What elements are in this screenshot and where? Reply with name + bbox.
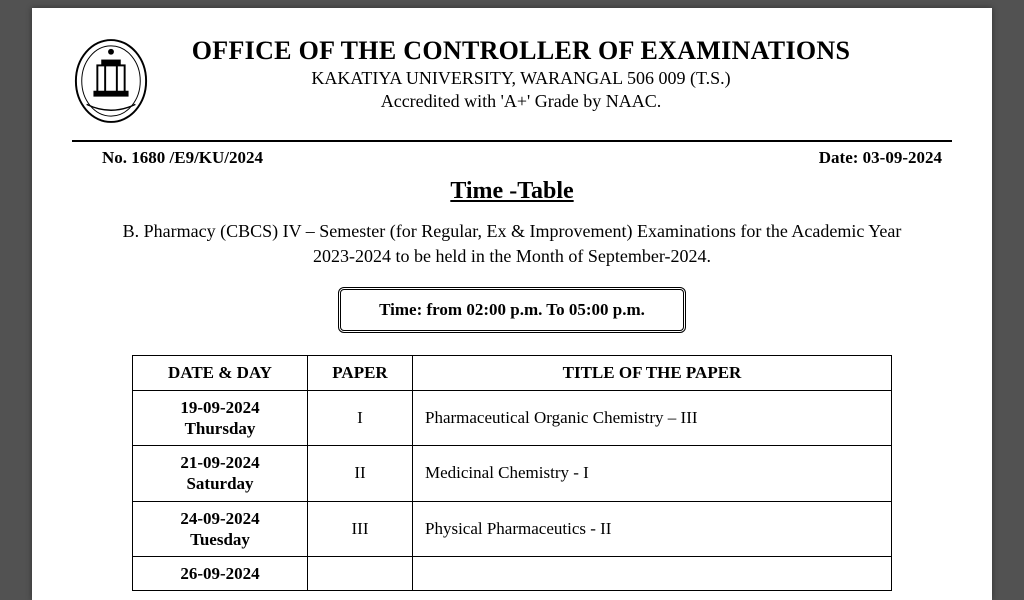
cell-date: 21-09-2024Saturday (133, 446, 308, 502)
table-row: 21-09-2024SaturdayIIMedicinal Chemistry … (133, 446, 892, 502)
course-description: B. Pharmacy (CBCS) IV – Semester (for Re… (102, 219, 922, 269)
col-header-title: TITLE OF THE PAPER (413, 356, 892, 390)
time-box-container: Time: from 02:00 p.m. To 05:00 p.m. (72, 287, 952, 333)
cell-paper (308, 557, 413, 591)
table-row: 24-09-2024TuesdayIIIPhysical Pharmaceuti… (133, 501, 892, 557)
table-row: 26-09-2024 (133, 557, 892, 591)
col-header-date: DATE & DAY (133, 356, 308, 390)
page-title: Time -Table (72, 178, 952, 205)
table-header-row: DATE & DAY PAPER TITLE OF THE PAPER (133, 356, 892, 390)
office-title: OFFICE OF THE CONTROLLER OF EXAMINATIONS (168, 36, 874, 66)
cell-title (413, 557, 892, 591)
cell-title: Physical Pharmaceutics - II (413, 501, 892, 557)
letterhead: OFFICE OF THE CONTROLLER OF EXAMINATIONS… (72, 36, 952, 132)
cell-paper: I (308, 390, 413, 446)
table-row: 19-09-2024ThursdayIPharmaceutical Organi… (133, 390, 892, 446)
document-date: Date: 03-09-2024 (819, 148, 942, 168)
cell-date: 24-09-2024Tuesday (133, 501, 308, 557)
university-name: KAKATIYA UNIVERSITY, WARANGAL 506 009 (T… (168, 68, 874, 89)
cell-paper: III (308, 501, 413, 557)
letterhead-text: OFFICE OF THE CONTROLLER OF EXAMINATIONS… (168, 36, 952, 112)
cell-paper: II (308, 446, 413, 502)
cell-title: Pharmaceutical Organic Chemistry – III (413, 390, 892, 446)
reference-row: No. 1680 /E9/KU/2024 Date: 03-09-2024 (72, 148, 952, 168)
cell-date: 26-09-2024 (133, 557, 308, 591)
col-header-paper: PAPER (308, 356, 413, 390)
cell-date: 19-09-2024Thursday (133, 390, 308, 446)
header-rule (72, 140, 952, 142)
university-logo (72, 36, 150, 126)
cell-title: Medicinal Chemistry - I (413, 446, 892, 502)
reference-number: No. 1680 /E9/KU/2024 (102, 148, 263, 168)
document-page: OFFICE OF THE CONTROLLER OF EXAMINATIONS… (32, 8, 992, 600)
exam-time-box: Time: from 02:00 p.m. To 05:00 p.m. (338, 287, 686, 333)
exam-timetable: DATE & DAY PAPER TITLE OF THE PAPER 19-0… (132, 355, 892, 591)
accreditation: Accredited with 'A+' Grade by NAAC. (168, 91, 874, 112)
